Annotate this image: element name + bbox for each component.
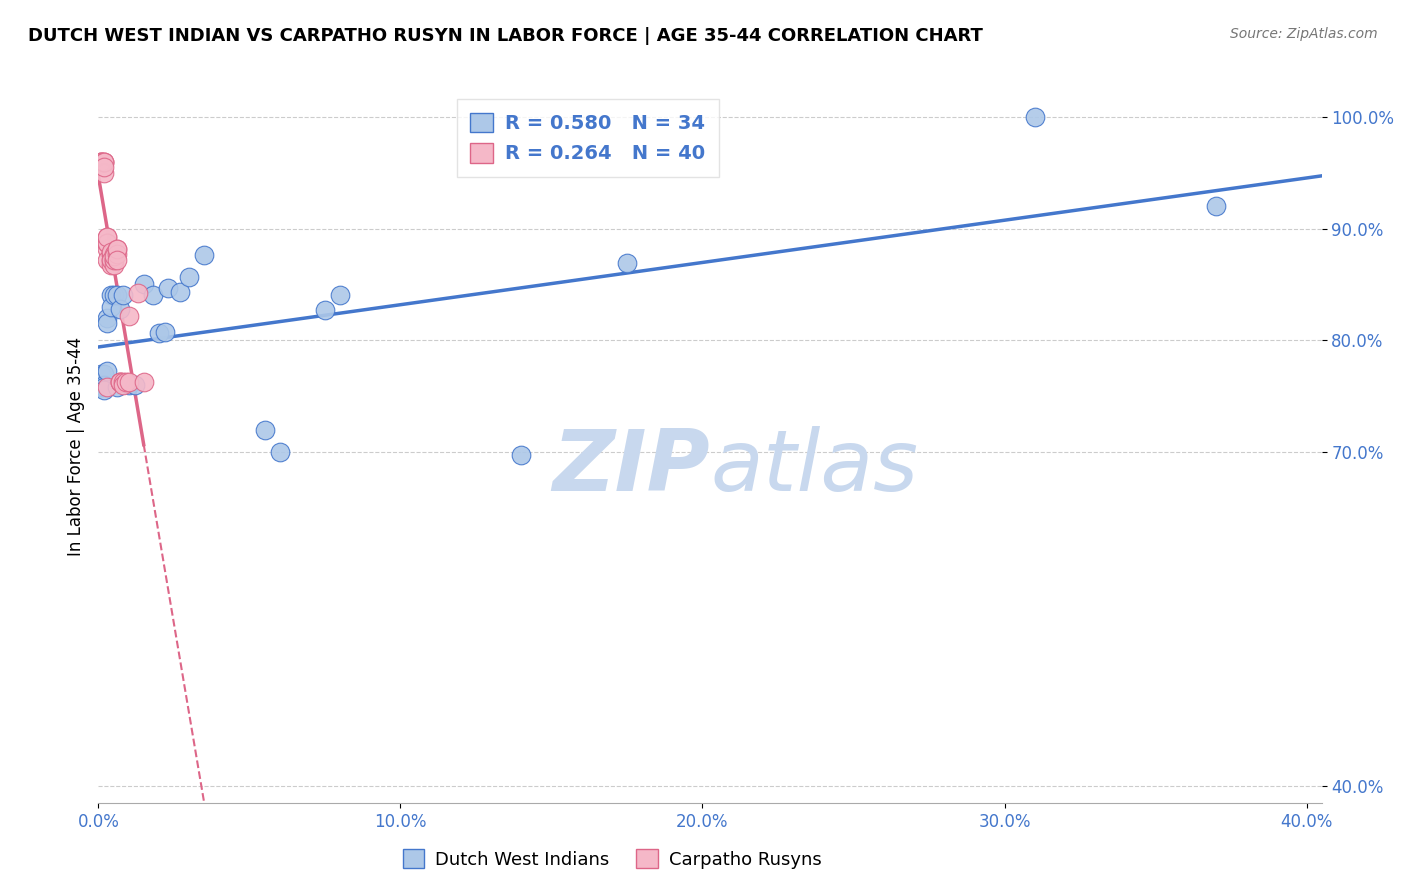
Point: [132, 277, 155, 292]
Point: [117, 376, 139, 390]
Point: [1205, 199, 1227, 213]
Point: [90, 367, 112, 381]
Point: [105, 242, 128, 256]
Point: [111, 377, 134, 392]
Point: [169, 285, 191, 299]
Point: [253, 423, 276, 437]
Point: [117, 309, 139, 323]
Point: [124, 377, 146, 392]
Point: [177, 269, 200, 284]
Text: atlas: atlas: [710, 425, 918, 509]
Point: [105, 380, 128, 394]
Point: [100, 252, 122, 267]
Point: [93, 154, 115, 169]
Point: [111, 288, 134, 302]
Point: [90, 154, 112, 169]
Point: [132, 376, 155, 390]
Legend: Dutch West Indians, Carpatho Rusyns: Dutch West Indians, Carpatho Rusyns: [395, 842, 830, 876]
Point: [93, 154, 115, 169]
Point: [103, 252, 125, 267]
Point: [96, 235, 118, 250]
Point: [93, 367, 115, 381]
Point: [510, 448, 533, 462]
Point: [108, 376, 131, 390]
Point: [105, 288, 128, 302]
Point: [96, 235, 118, 250]
Point: [90, 154, 112, 169]
Point: [108, 376, 131, 390]
Point: [142, 288, 165, 302]
Point: [103, 249, 125, 263]
Point: [105, 247, 128, 261]
Point: [148, 326, 170, 341]
Point: [100, 247, 122, 261]
Point: [103, 247, 125, 261]
Point: [103, 258, 125, 272]
Y-axis label: In Labor Force | Age 35-44: In Labor Force | Age 35-44: [66, 336, 84, 556]
Point: [93, 384, 115, 398]
Point: [127, 286, 149, 301]
Point: [329, 288, 352, 302]
Point: [93, 380, 115, 394]
Point: [103, 252, 125, 267]
Text: ZIP: ZIP: [553, 425, 710, 509]
Point: [96, 310, 118, 325]
Point: [96, 230, 118, 244]
Point: [96, 364, 118, 378]
Point: [269, 444, 291, 458]
Point: [96, 252, 118, 267]
Point: [90, 154, 112, 169]
Point: [111, 376, 134, 390]
Point: [90, 380, 112, 394]
Point: [314, 303, 336, 318]
Point: [103, 288, 125, 302]
Point: [100, 244, 122, 259]
Point: [96, 316, 118, 330]
Point: [193, 248, 215, 262]
Point: [117, 377, 139, 392]
Point: [105, 252, 128, 267]
Point: [90, 154, 112, 169]
Point: [156, 280, 179, 294]
Point: [616, 256, 638, 270]
Point: [108, 376, 131, 390]
Point: [96, 380, 118, 394]
Point: [1024, 110, 1046, 124]
Point: [105, 242, 128, 256]
Point: [100, 288, 122, 302]
Text: Source: ZipAtlas.com: Source: ZipAtlas.com: [1230, 27, 1378, 41]
Text: DUTCH WEST INDIAN VS CARPATHO RUSYN IN LABOR FORCE | AGE 35-44 CORRELATION CHART: DUTCH WEST INDIAN VS CARPATHO RUSYN IN L…: [28, 27, 983, 45]
Point: [93, 160, 115, 174]
Point: [93, 377, 115, 392]
Point: [96, 230, 118, 244]
Point: [100, 258, 122, 272]
Point: [153, 325, 176, 339]
Point: [108, 301, 131, 316]
Point: [93, 154, 115, 169]
Point: [96, 242, 118, 256]
Point: [100, 252, 122, 267]
Point: [93, 166, 115, 180]
Point: [114, 376, 136, 390]
Point: [100, 300, 122, 314]
